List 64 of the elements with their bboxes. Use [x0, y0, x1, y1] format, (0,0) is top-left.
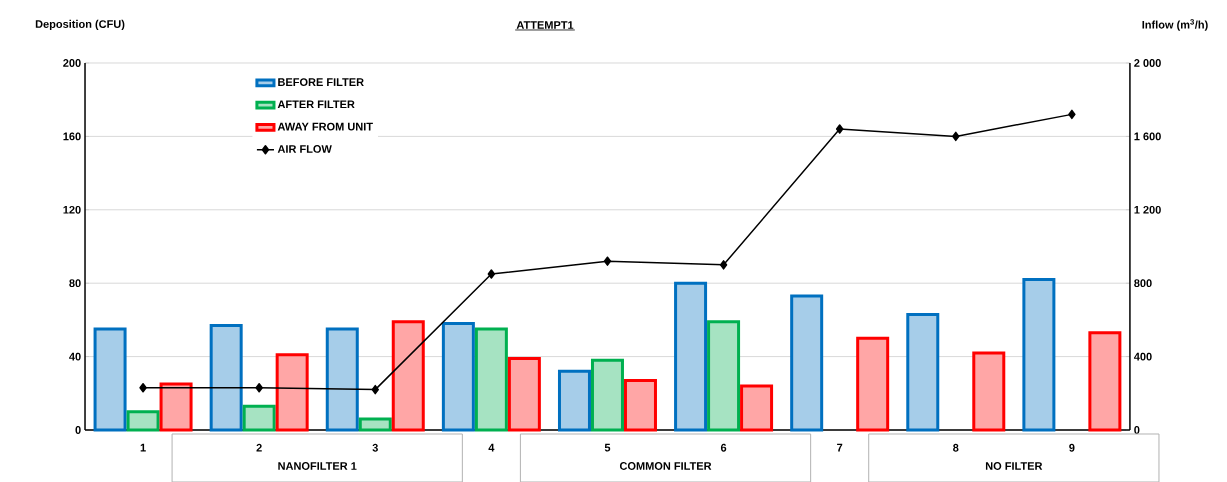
bar: [507, 356, 541, 432]
y-tick-label: 40: [69, 352, 81, 361]
x-tick-label: 5: [604, 443, 611, 452]
bar: [275, 353, 309, 432]
y-tick-label: 200: [63, 59, 81, 67]
bar: [590, 358, 624, 432]
bar: [474, 327, 508, 432]
bar: [1088, 331, 1122, 432]
x-tick-label: 6: [720, 443, 727, 452]
legend-label: AIR FLOW: [277, 145, 332, 153]
bar: [790, 294, 824, 432]
text: NANOFILTER 1: [278, 462, 357, 470]
y-tick-label: 160: [63, 132, 81, 141]
bar: [159, 382, 193, 432]
point: [952, 131, 960, 142]
y-tick-label: 80: [69, 279, 81, 288]
bar: [391, 320, 425, 432]
bar: [906, 312, 940, 432]
y2-tick-label: 0: [1134, 426, 1140, 434]
text: COMMON FILTER: [619, 462, 712, 470]
point: [255, 383, 263, 393]
bar: [358, 417, 392, 432]
point: [719, 260, 728, 270]
bar: [707, 320, 741, 432]
bar: [674, 281, 708, 432]
bar: [623, 378, 657, 432]
bar: [242, 404, 276, 432]
x-tick-label: 2: [256, 443, 262, 452]
text: NO FILTER: [985, 462, 1043, 470]
point: [371, 384, 380, 395]
y2-tick-label: 1 200: [1134, 205, 1161, 214]
legend-label: AWAY FROM UNIT: [277, 122, 373, 131]
bar: [1022, 278, 1056, 432]
x-tick-label: 3: [372, 443, 378, 452]
x-tick-label: 8: [953, 443, 959, 452]
x-tick-label: 9: [1069, 443, 1075, 452]
x-tick-label: 4: [488, 443, 495, 452]
bar: [325, 327, 359, 432]
y2-axis-title: Inflow (m$^{3}$/h): [1142, 19, 1208, 31]
y-tick-label: 120: [63, 205, 81, 214]
y2-tick-label: 1 600: [1134, 132, 1161, 141]
bar: [856, 336, 890, 432]
bar: [93, 327, 127, 432]
y-axis-title: Deposition (CFU): [35, 19, 125, 31]
bar: [209, 323, 243, 432]
bar: [740, 384, 774, 432]
legend-label: BEFORE FILTER: [278, 78, 364, 86]
point: [603, 256, 612, 266]
y2-tick-label: 400: [1133, 352, 1152, 361]
bar: [972, 351, 1006, 432]
point: [139, 383, 147, 393]
x-tick-label: 1: [140, 443, 146, 452]
bar: [441, 322, 475, 432]
y2-tick-label: 2 000: [1134, 59, 1161, 67]
y-tick-label: 0: [75, 426, 81, 434]
x-tick-label: 7: [837, 443, 843, 452]
bar: [126, 410, 160, 432]
bar: [557, 369, 591, 432]
point: [487, 269, 496, 279]
y2-tick-label: 800: [1134, 279, 1152, 288]
point: [835, 124, 844, 134]
legend-label: AFTER FILTER: [277, 100, 355, 109]
point: [1068, 109, 1076, 120]
chart-title: ATTEMPT1: [516, 21, 574, 29]
